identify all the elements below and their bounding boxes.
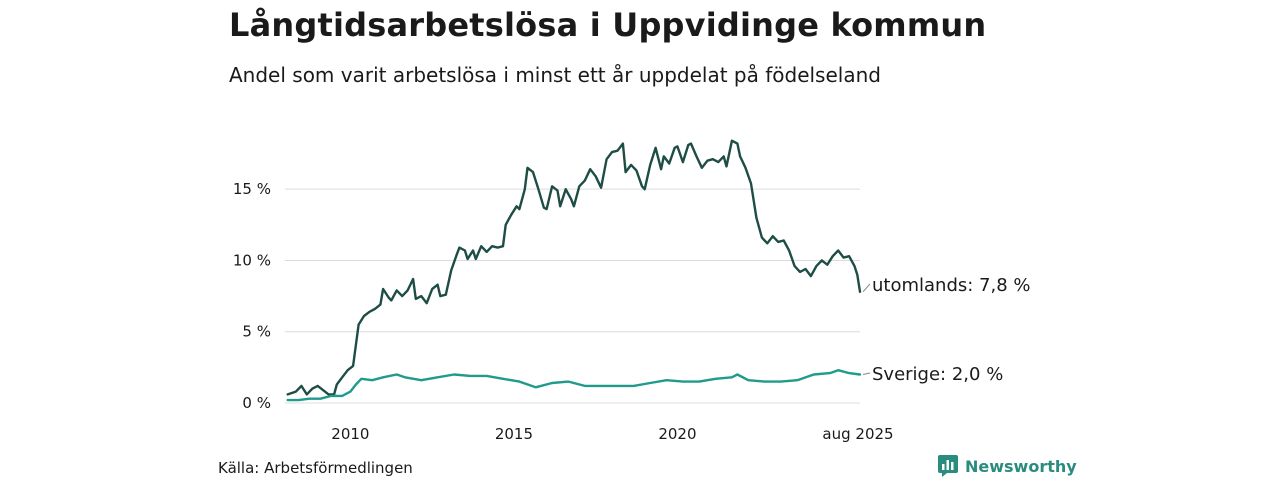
- y-tick-label: 10 %: [233, 251, 271, 269]
- chart-subtitle: Andel som varit arbetslösa i minst ett å…: [229, 63, 881, 87]
- chart-title: Långtidsarbetslösa i Uppvidinge kommun: [229, 6, 987, 44]
- source-note: Källa: Arbetsförmedlingen: [218, 459, 413, 477]
- end-label-sverige: Sverige: 2,0 %: [872, 364, 1003, 385]
- y-tick-label: 0 %: [242, 394, 271, 412]
- y-axis-ticks: 0 % 5 % 10 % 15 %: [233, 180, 271, 412]
- line-chart: 0 % 5 % 10 % 15 % 2010 2015 2020 aug 2025 utom…: [233, 139, 1031, 443]
- brand-name: Newsworthy: [965, 456, 1077, 476]
- x-tick-label: 2010: [331, 425, 369, 443]
- end-label-connector: [862, 372, 871, 375]
- x-tick-label: 2020: [658, 425, 696, 443]
- series-line-sverige: [286, 369, 862, 402]
- grid-lines: [285, 188, 860, 404]
- newsworthy-logo-icon: [938, 455, 958, 477]
- series-lines: [286, 139, 862, 402]
- y-tick-label: 5 %: [242, 323, 271, 341]
- x-tick-label: 2015: [495, 425, 533, 443]
- end-label-connector: [862, 283, 871, 293]
- x-axis-ticks: 2010 2015 2020 aug 2025: [331, 425, 893, 443]
- end-label-utomlands: utomlands: 7,8 %: [872, 275, 1031, 296]
- x-tick-label: aug 2025: [822, 425, 893, 443]
- brand-logo: Newsworthy: [938, 455, 1077, 477]
- series-line-utomlands: [286, 139, 862, 396]
- y-tick-label: 15 %: [233, 180, 271, 198]
- end-labels: utomlands: 7,8 % Sverige: 2,0 %: [862, 275, 1031, 385]
